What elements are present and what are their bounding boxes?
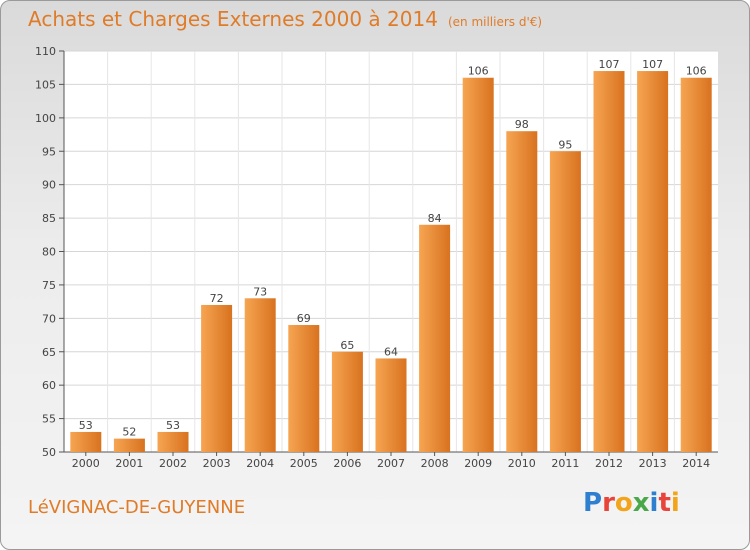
bar (375, 358, 407, 452)
chart-title: Achats et Charges Externes 2000 à 2014 (e… (28, 7, 542, 31)
data-label: 107 (642, 58, 663, 71)
data-label: 107 (599, 58, 620, 71)
logo-letter: r (602, 488, 615, 518)
bar (637, 71, 669, 453)
x-tick-label: 2011 (551, 457, 579, 470)
bar (244, 298, 276, 452)
y-tick-label: 65 (42, 346, 56, 359)
data-label: 106 (468, 65, 489, 78)
city-name: LéVIGNAC-DE-GUYENNE (28, 497, 246, 518)
y-tick-label: 50 (42, 446, 56, 459)
x-tick-label: 2000 (72, 457, 100, 470)
x-tick-label: 2001 (115, 457, 143, 470)
y-tick-label: 90 (42, 179, 56, 192)
data-label: 95 (558, 138, 572, 151)
data-label: 64 (384, 345, 398, 358)
bar (593, 71, 625, 453)
data-label: 73 (253, 285, 267, 298)
chart-unit: (en milliers d'€) (447, 15, 543, 29)
x-tick-label: 2008 (421, 457, 449, 470)
data-label: 72 (210, 292, 224, 305)
x-tick-label: 2002 (159, 457, 187, 470)
bar (70, 431, 102, 452)
proxiti-logo: Proxiti (583, 488, 680, 518)
y-tick-label: 60 (42, 379, 56, 392)
logo-letter: P (583, 488, 603, 518)
data-label: 69 (297, 312, 311, 325)
x-tick-label: 2014 (682, 457, 710, 470)
logo-letter: i (670, 488, 680, 518)
logo-letter: x (632, 488, 650, 518)
data-label: 65 (340, 339, 354, 352)
y-tick-label: 55 (42, 413, 56, 426)
logo-letter: i (649, 488, 659, 518)
x-tick-label: 2003 (203, 457, 231, 470)
y-tick-label: 85 (42, 212, 56, 225)
logo-letter: t (658, 488, 671, 518)
x-tick-label: 2007 (377, 457, 405, 470)
x-tick-label: 2012 (595, 457, 623, 470)
bar (157, 431, 189, 452)
x-tick-label: 2010 (508, 457, 536, 470)
bar (331, 351, 363, 452)
y-tick-label: 75 (42, 279, 56, 292)
bar (201, 304, 233, 452)
y-tick-label: 105 (35, 78, 56, 91)
y-tick-label: 70 (42, 312, 56, 325)
chart-title-text: Achats et Charges Externes 2000 à 2014 (28, 7, 438, 31)
bar (506, 131, 538, 452)
bar (288, 325, 320, 452)
x-tick-label: 2013 (639, 457, 667, 470)
y-tick-label: 110 (35, 45, 56, 58)
data-label: 53 (166, 419, 180, 432)
bar (549, 151, 581, 452)
bar (680, 77, 712, 452)
y-tick-label: 95 (42, 145, 56, 158)
y-tick-label: 80 (42, 246, 56, 259)
x-tick-label: 2005 (290, 457, 318, 470)
x-tick-label: 2006 (333, 457, 361, 470)
data-label: 53 (79, 419, 93, 432)
data-label: 106 (686, 65, 707, 78)
x-tick-label: 2004 (246, 457, 274, 470)
y-tick-label: 100 (35, 112, 56, 125)
bar (462, 77, 494, 452)
data-label: 84 (428, 212, 442, 225)
data-label: 52 (122, 426, 136, 439)
data-label: 98 (515, 118, 529, 131)
bar (113, 438, 145, 452)
x-tick-label: 2009 (464, 457, 492, 470)
logo-letter: o (614, 488, 633, 518)
bar (419, 224, 451, 452)
